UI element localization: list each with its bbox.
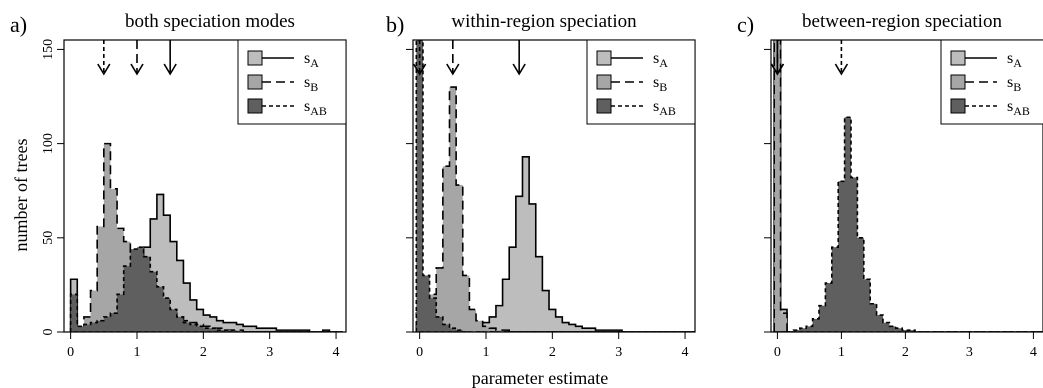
legend-entry-s-ab: sAB xyxy=(596,98,676,118)
plot-area xyxy=(773,40,1043,332)
arrow-marker-dashed xyxy=(130,40,144,76)
x-tick-label: 0 xyxy=(774,345,781,360)
arrow-marker-dashed xyxy=(770,40,785,76)
plot-area xyxy=(69,142,343,332)
y-tick-label: 150 xyxy=(41,39,56,60)
arrow-marker-dashed xyxy=(446,40,460,76)
legend: sA sB sAB xyxy=(940,39,1043,125)
legend-entry-s-ab: sAB xyxy=(950,98,1030,118)
arrow-marker-dotted xyxy=(412,40,427,76)
svg-text:sB: sB xyxy=(1007,74,1021,94)
plot-frame xyxy=(63,39,347,333)
y-tick-label: 0 xyxy=(41,329,56,336)
x-tick-label: 1 xyxy=(482,345,489,360)
x-tick-label: 1 xyxy=(838,345,845,360)
x-tick-label: 3 xyxy=(966,345,973,360)
x-axis-label: parameter estimate xyxy=(472,368,608,388)
legend-entry-s-ab: sAB xyxy=(247,98,327,118)
svg-text:sA: sA xyxy=(1007,50,1022,70)
x-tick-label: 3 xyxy=(266,345,273,360)
x-tick-label: 0 xyxy=(67,345,74,360)
legend-entry-s-b: sB xyxy=(596,74,667,94)
x-tick-label: 2 xyxy=(549,345,556,360)
arrow-marker-solid xyxy=(163,40,177,76)
arrow-marker-dotted xyxy=(97,40,111,76)
panel-label: b) xyxy=(386,12,404,37)
y-tick-label: 50 xyxy=(41,231,56,245)
x-tick-label: 4 xyxy=(682,345,689,360)
panel-label: c) xyxy=(737,12,754,37)
legend-entry-s-a: sA xyxy=(247,50,319,70)
legend: sA sB sAB xyxy=(237,39,347,125)
arrow-marker-solid xyxy=(512,40,526,76)
x-tick-label: 3 xyxy=(615,345,622,360)
panel-2: b) within-region speciation 0 1 2 3 4 sA sB sAB xyxy=(386,11,696,360)
svg-text:sAB: sAB xyxy=(653,98,676,118)
histogram-s-b xyxy=(415,86,695,332)
svg-text:sA: sA xyxy=(653,50,668,70)
legend-entry-s-b: sB xyxy=(247,74,318,94)
svg-text:sAB: sAB xyxy=(1007,98,1030,118)
panel-title: between-region speciation xyxy=(802,11,1002,32)
legend: sA sB sAB xyxy=(586,39,696,125)
panel-3: c) between-region speciation 0 1 2 3 4 sA sB sAB xyxy=(737,11,1043,360)
histogram-s-ab xyxy=(69,246,343,332)
plot-area xyxy=(415,40,695,332)
legend-entry-s-a: sA xyxy=(950,50,1022,70)
y-axis-label: number of trees xyxy=(11,139,31,252)
legend-entry-s-a: sA xyxy=(596,50,668,70)
x-tick-label: 0 xyxy=(416,345,423,360)
svg-text:sB: sB xyxy=(653,74,667,94)
legend-entry-s-b: sB xyxy=(950,74,1021,94)
plot-frame xyxy=(770,39,1043,333)
y-tick-label: 100 xyxy=(41,133,56,154)
panel-label: a) xyxy=(10,12,27,37)
panel-title: within-region speciation xyxy=(451,11,637,32)
x-tick-label: 2 xyxy=(902,345,909,360)
svg-text:sAB: sAB xyxy=(304,98,327,118)
svg-text:sA: sA xyxy=(304,50,319,70)
histogram-s-b xyxy=(69,142,343,332)
arrow-marker-dotted xyxy=(834,40,849,76)
x-tick-label: 4 xyxy=(333,345,340,360)
x-tick-label: 2 xyxy=(200,345,207,360)
svg-text:sB: sB xyxy=(304,74,318,94)
x-tick-label: 4 xyxy=(1030,345,1037,360)
panel-title: both speciation modes xyxy=(125,11,295,32)
x-tick-label: 1 xyxy=(133,345,140,360)
histogram-s-ab xyxy=(774,116,1043,332)
plot-frame xyxy=(412,39,696,333)
